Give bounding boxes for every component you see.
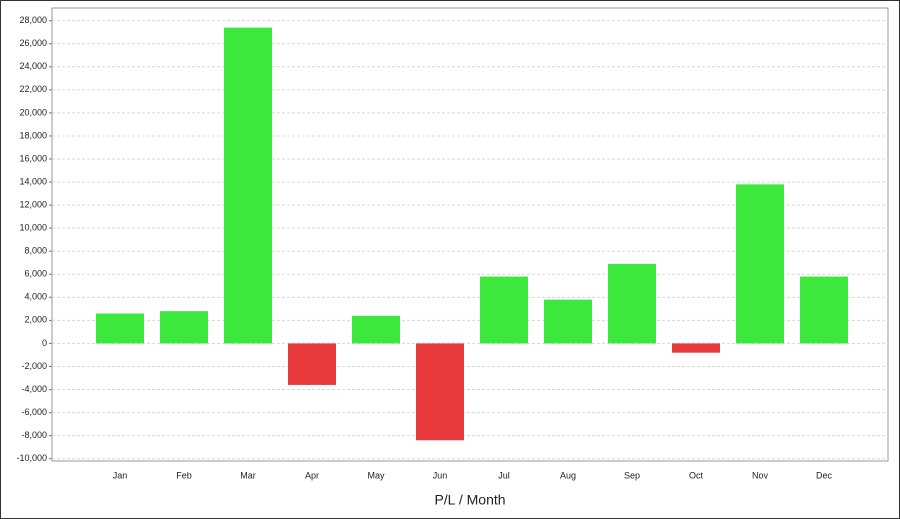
y-tick-label: 16,000 — [19, 153, 47, 163]
bar — [352, 315, 400, 344]
x-axis-label: P/L / Month — [434, 492, 505, 508]
bar — [736, 184, 784, 344]
bar — [288, 343, 336, 385]
y-tick-label: 22,000 — [19, 84, 47, 94]
x-tick-label: May — [367, 470, 385, 480]
bar — [416, 343, 464, 441]
y-tick-label: 10,000 — [19, 223, 47, 233]
x-tick-label: Jan — [113, 470, 128, 480]
bar — [160, 311, 208, 344]
y-tick-label: -8,000 — [21, 430, 47, 440]
x-tick-label: Mar — [240, 470, 256, 480]
x-tick-label: Jun — [433, 470, 448, 480]
y-tick-label: 8,000 — [24, 246, 47, 256]
y-tick-label: 4,000 — [24, 292, 47, 302]
x-tick-label: Dec — [816, 470, 833, 480]
y-tick-label: -10,000 — [16, 453, 47, 463]
y-tick-label: 0 — [42, 338, 47, 348]
y-tick-label: 14,000 — [19, 176, 47, 186]
y-tick-label: 26,000 — [19, 38, 47, 48]
bar — [608, 263, 656, 344]
x-tick-label: Aug — [560, 470, 576, 480]
y-tick-label: 28,000 — [19, 15, 47, 25]
bar — [480, 276, 528, 344]
x-tick-label: Feb — [176, 470, 192, 480]
bar — [224, 27, 272, 344]
bar — [544, 299, 592, 344]
x-tick-label: Jul — [498, 470, 510, 480]
y-tick-label: 12,000 — [19, 199, 47, 209]
y-tick-label: 6,000 — [24, 269, 47, 279]
x-tick-label: Sep — [624, 470, 640, 480]
x-tick-label: Oct — [689, 470, 704, 480]
y-tick-label: -2,000 — [21, 361, 47, 371]
y-tick-label: 2,000 — [24, 315, 47, 325]
y-tick-label: -4,000 — [21, 384, 47, 394]
bar — [800, 276, 848, 344]
x-tick-label: Nov — [752, 470, 769, 480]
bar — [96, 313, 144, 344]
x-tick-label: Apr — [305, 470, 319, 480]
bar — [672, 343, 720, 353]
y-tick-label: -6,000 — [21, 407, 47, 417]
y-tick-label: 20,000 — [19, 107, 47, 117]
y-tick-label: 18,000 — [19, 130, 47, 140]
y-tick-label: 24,000 — [19, 61, 47, 71]
